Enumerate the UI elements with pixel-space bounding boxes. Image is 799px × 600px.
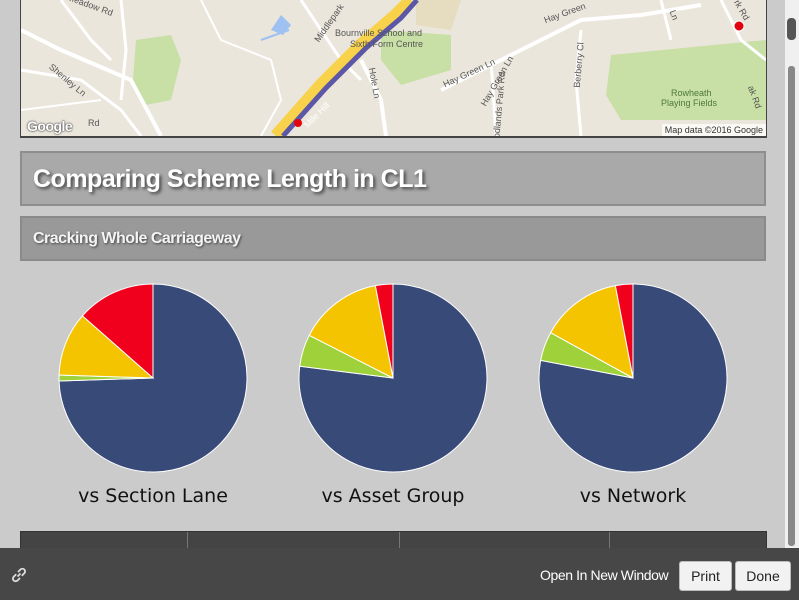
pie-svg <box>298 283 488 473</box>
pie-slice-red[interactable] <box>614 283 634 379</box>
data-table-header <box>20 531 767 548</box>
pie-svg <box>538 283 728 473</box>
scrollbar-track[interactable] <box>788 66 795 546</box>
page-title: Comparing Scheme Length in CL1 <box>33 165 427 193</box>
pie-chart-asset-group: vs Asset Group <box>293 280 493 520</box>
pie-slice-yellow[interactable] <box>58 315 155 379</box>
scrollbar[interactable] <box>785 0 799 548</box>
pie-caption: vs Network <box>579 485 687 507</box>
section-heading: Comparing Scheme Length in CL1 <box>20 151 766 206</box>
map-label-school-1: Bournville School and <box>335 28 423 38</box>
map-label-school-2: Sixth Form Centre <box>350 39 424 49</box>
open-new-window-link[interactable]: Open In New Window <box>540 567 669 583</box>
pie-slice-yellow[interactable] <box>549 285 634 379</box>
pie-slice-red[interactable] <box>81 283 154 380</box>
pie-slice-navy[interactable] <box>538 283 728 473</box>
subheading-title: Cracking Whole Carriageway <box>33 230 241 247</box>
table-divider <box>609 532 610 548</box>
map-label-rd: Rd <box>88 118 100 128</box>
pie-chart-section-lane: vs Section Lane <box>53 280 253 520</box>
pie-slice-red[interactable] <box>374 283 394 379</box>
pie-slice-yellow[interactable] <box>308 285 394 379</box>
map[interactable]: Meadow Rd Shenley Ln Rd Middlepark Bourn… <box>20 0 767 138</box>
scrollbar-thumb[interactable] <box>787 18 796 40</box>
map-label-rowheath-2: Playing Fields <box>661 98 718 108</box>
pie-svg <box>58 283 248 473</box>
link-icon[interactable] <box>10 566 28 584</box>
done-button[interactable]: Done <box>735 561 791 591</box>
print-button[interactable]: Print <box>679 561 732 591</box>
section-subheading: Cracking Whole Carriageway <box>20 216 766 261</box>
dialog-content: Meadow Rd Shenley Ln Rd Middlepark Bourn… <box>20 0 767 548</box>
map-graphic <box>21 0 766 136</box>
table-divider <box>187 532 188 548</box>
pie-chart-network: vs Network <box>533 280 733 520</box>
map-label-rowheath-1: Rowheath <box>671 88 712 98</box>
google-logo[interactable]: Google <box>27 118 73 134</box>
map-credit[interactable]: Map data ©2016 Google <box>661 124 766 136</box>
pie-slice-navy[interactable] <box>58 283 248 473</box>
pie-caption: vs Section Lane <box>78 485 228 507</box>
pie-caption: vs Asset Group <box>321 485 465 507</box>
table-divider <box>399 532 400 548</box>
dialog-footer: Open In New Window Print Done <box>0 548 799 600</box>
